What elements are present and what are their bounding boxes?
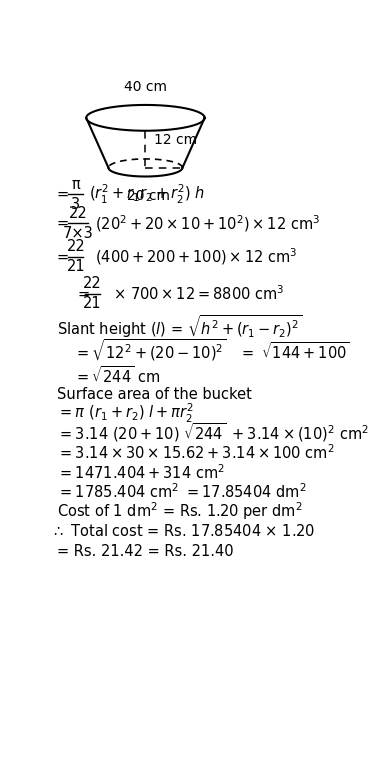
Text: $= \sqrt{244}$ cm: $= \sqrt{244}$ cm <box>74 365 160 386</box>
Text: $= 3.14 \times 30 \times 15.62 + 3.14 \times 100$ cm$^2$: $= 3.14 \times 30 \times 15.62 + 3.14 \t… <box>57 443 334 463</box>
Text: =: = <box>57 216 69 231</box>
Text: $= \sqrt{12^2 + (20-10)^2}$   $=$ $\sqrt{144+100}$: $= \sqrt{12^2 + (20-10)^2}$ $=$ $\sqrt{1… <box>74 338 350 363</box>
Text: $(r_1^2 + r_1 r_2 + r_2^2)$ $h$: $(r_1^2 + r_1 r_2 + r_2^2)$ $h$ <box>89 183 205 206</box>
Text: $(20^2 + 20 \times 10 + 10^2) \times 12$ cm$^3$: $(20^2 + 20 \times 10 + 10^2) \times 12$… <box>95 213 320 234</box>
Text: 40 cm: 40 cm <box>124 80 167 94</box>
Text: $\times\ 700 \times 12 = 8800$ cm$^3$: $\times\ 700 \times 12 = 8800$ cm$^3$ <box>113 284 284 303</box>
Text: Surface area of the bucket: Surface area of the bucket <box>57 386 251 402</box>
Text: Slant height ($l$) = $\sqrt{h^2 + (r_1 - r_2)^2}$: Slant height ($l$) = $\sqrt{h^2 + (r_1 -… <box>57 312 302 340</box>
Text: $\therefore$ Total cost = Rs. 17.85404 $\times$ 1.20: $\therefore$ Total cost = Rs. 17.85404 $… <box>51 523 314 539</box>
Text: $= 1785.404$ cm$^2$ $= 17.85404$ dm$^2$: $= 1785.404$ cm$^2$ $= 17.85404$ dm$^2$ <box>57 482 306 501</box>
Text: =: = <box>57 249 69 264</box>
Text: 22: 22 <box>66 239 85 255</box>
Text: 3: 3 <box>71 197 81 212</box>
Text: =: = <box>77 287 89 301</box>
Text: π: π <box>71 177 80 192</box>
Text: = Rs. 21.42 = Rs. 21.40: = Rs. 21.42 = Rs. 21.40 <box>57 544 233 559</box>
Text: Cost of 1 dm$^2$ = Rs. 1.20 per dm$^2$: Cost of 1 dm$^2$ = Rs. 1.20 per dm$^2$ <box>57 501 302 523</box>
Text: 7×3: 7×3 <box>63 226 94 241</box>
Text: $(400 + 200 + 100) \times 12$ cm$^3$: $(400 + 200 + 100) \times 12$ cm$^3$ <box>95 247 298 267</box>
Text: 22: 22 <box>83 277 102 291</box>
Text: 20 cm: 20 cm <box>127 190 170 203</box>
Text: 21: 21 <box>83 296 102 312</box>
Text: 12 cm: 12 cm <box>154 133 197 147</box>
Text: 22: 22 <box>69 206 87 221</box>
Text: 21: 21 <box>66 259 85 274</box>
Text: $= 1471.404 + 314$ cm$^2$: $= 1471.404 + 314$ cm$^2$ <box>57 463 225 482</box>
Text: $= 3.14\ (20 + 10)\ \sqrt{244}\ + 3.14 \times (10)^2$ cm$^2$: $= 3.14\ (20 + 10)\ \sqrt{244}\ + 3.14 \… <box>57 421 369 444</box>
Text: $= \pi\ (r_1 + r_2)\ l + \pi r_2^2$: $= \pi\ (r_1 + r_2)\ l + \pi r_2^2$ <box>57 402 193 424</box>
Text: =: = <box>57 187 69 202</box>
